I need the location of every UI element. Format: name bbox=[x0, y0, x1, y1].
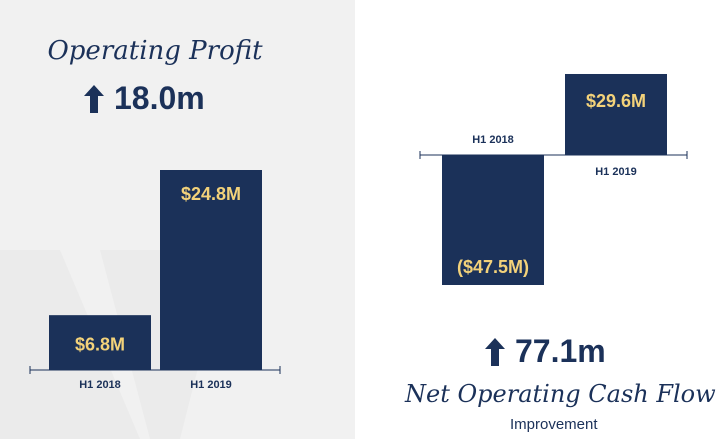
data-label: $6.8M bbox=[75, 335, 125, 355]
cash-flow-stat-value: 77.1m bbox=[515, 333, 606, 369]
cash-flow-panel: ($47.5M) H1 2018 $29.6M H1 2019 77.1m Net O… bbox=[355, 0, 722, 439]
cash-flow-title: Net Operating Cash Flow bbox=[405, 380, 716, 408]
data-label: $24.8M bbox=[181, 184, 241, 204]
bar-h1-2019 bbox=[565, 73, 667, 155]
arrow-up-icon bbox=[84, 84, 104, 113]
arrow-up-icon bbox=[485, 337, 505, 366]
cash-flow-stat: 77.1m bbox=[483, 333, 606, 370]
x-tick-label: H1 2019 bbox=[190, 379, 232, 391]
bar-h1-2018 bbox=[442, 155, 544, 285]
bar-h1-2018 bbox=[49, 315, 151, 370]
operating-profit-title: Operating Profit bbox=[47, 36, 263, 66]
operating-profit-stat: 18.0m bbox=[82, 80, 205, 117]
data-label: $29.6M bbox=[586, 91, 646, 111]
cash-flow-chart: ($47.5M) H1 2018 $29.6M H1 2019 bbox=[419, 73, 688, 285]
cash-flow-subtitle: Improvement bbox=[510, 416, 598, 433]
x-tick-label: H1 2018 bbox=[79, 379, 121, 391]
bar-h1-2019 bbox=[160, 170, 262, 370]
operating-profit-panel: Operating Profit 18.0m $6.8M H1 2018 $24.8… bbox=[0, 0, 355, 439]
data-label: ($47.5M) bbox=[457, 257, 529, 277]
x-tick-label: H1 2019 bbox=[595, 166, 637, 178]
operating-profit-chart: $6.8M H1 2018 $24.8M H1 2019 bbox=[29, 170, 281, 391]
x-tick-label: H1 2018 bbox=[472, 134, 514, 146]
operating-profit-stat-value: 18.0m bbox=[114, 80, 205, 116]
